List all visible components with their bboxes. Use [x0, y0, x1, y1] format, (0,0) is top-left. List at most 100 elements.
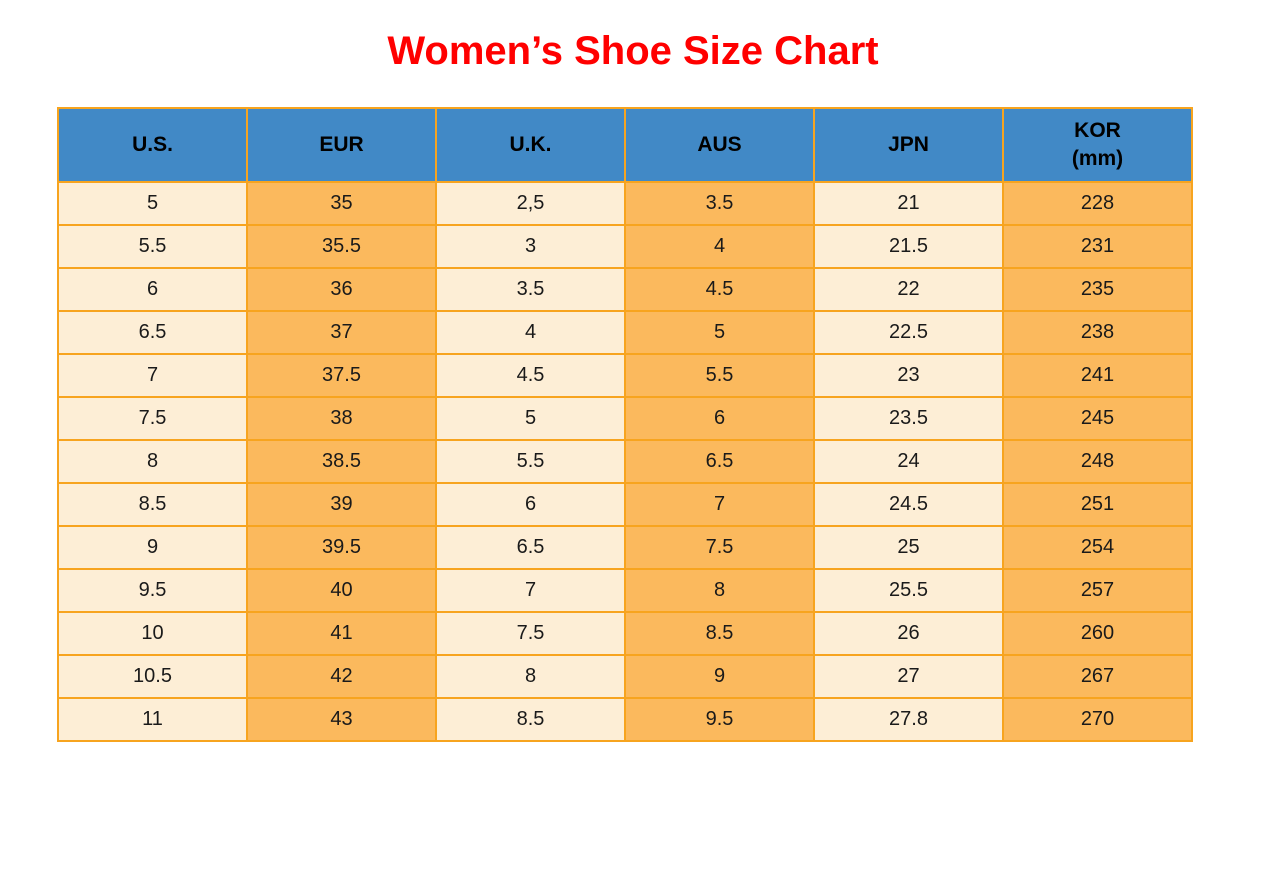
table-cell: 270: [1002, 697, 1193, 742]
table-row: 11 43 8.5 9.5 27.8 270: [57, 697, 1193, 742]
table-cell: 231: [1002, 224, 1193, 269]
table-cell: 8.5: [435, 697, 626, 742]
table-cell: 4: [435, 310, 626, 355]
table-cell: 21: [813, 181, 1004, 226]
table-cell: 41: [246, 611, 437, 656]
table-cell: 26: [813, 611, 1004, 656]
table-cell: 36: [246, 267, 437, 312]
table-cell: 8.5: [624, 611, 815, 656]
table-cell: 260: [1002, 611, 1193, 656]
table-row: 7 37.5 4.5 5.5 23 241: [57, 353, 1193, 398]
table-cell: 7: [57, 353, 248, 398]
table-cell: 254: [1002, 525, 1193, 570]
table-cell: 7: [435, 568, 626, 613]
table-cell: 38.5: [246, 439, 437, 484]
table-cell: 3: [435, 224, 626, 269]
table-cell: 40: [246, 568, 437, 613]
table-cell: 38: [246, 396, 437, 441]
table-cell: 27.8: [813, 697, 1004, 742]
table-cell: 10: [57, 611, 248, 656]
table-cell: 6: [57, 267, 248, 312]
table-cell: 23.5: [813, 396, 1004, 441]
table-row: 5 35 2,5 3.5 21 228: [57, 181, 1193, 226]
table-cell: 4.5: [624, 267, 815, 312]
table-cell: 6: [435, 482, 626, 527]
table-cell: 6: [624, 396, 815, 441]
column-header-uk: U.K.: [435, 107, 626, 183]
table-cell: 5.5: [57, 224, 248, 269]
table-cell: 39: [246, 482, 437, 527]
page: { "page": { "title": "Women’s Shoe Size …: [0, 28, 1266, 869]
table-cell: 2,5: [435, 181, 626, 226]
table-cell: 39.5: [246, 525, 437, 570]
table-cell: 5: [624, 310, 815, 355]
table-cell: 37.5: [246, 353, 437, 398]
table-cell: 9.5: [624, 697, 815, 742]
table-row: 10 41 7.5 8.5 26 260: [57, 611, 1193, 656]
table-row: 8 38.5 5.5 6.5 24 248: [57, 439, 1193, 484]
table-cell: 23: [813, 353, 1004, 398]
table-cell: 4.5: [435, 353, 626, 398]
table-cell: 8.5: [57, 482, 248, 527]
table-cell: 27: [813, 654, 1004, 699]
table-cell: 5.5: [435, 439, 626, 484]
table-body: 5 35 2,5 3.5 21 228 5.5 35.5 3 4 21.5 231 6 36 3.5 4.5 2…: [57, 181, 1193, 742]
table-cell: 228: [1002, 181, 1193, 226]
table-cell: 37: [246, 310, 437, 355]
table-cell: 8: [624, 568, 815, 613]
table-cell: 9.5: [57, 568, 248, 613]
table-cell: 257: [1002, 568, 1193, 613]
table-row: 9.5 40 7 8 25.5 257: [57, 568, 1193, 613]
page-title: Women’s Shoe Size Chart: [387, 29, 879, 73]
table-cell: 8: [57, 439, 248, 484]
table-cell: 35: [246, 181, 437, 226]
column-header-us: U.S.: [57, 107, 248, 183]
table-cell: 10.5: [57, 654, 248, 699]
column-header-aus: AUS: [624, 107, 815, 183]
table-cell: 6.5: [57, 310, 248, 355]
table-header: U.S. EUR U.K. AUS JPN KOR (mm): [57, 107, 1193, 183]
table-cell: 22.5: [813, 310, 1004, 355]
table-cell: 245: [1002, 396, 1193, 441]
table-cell: 25.5: [813, 568, 1004, 613]
table-cell: 5: [57, 181, 248, 226]
table-row: 5.5 35.5 3 4 21.5 231: [57, 224, 1193, 269]
table-cell: 43: [246, 697, 437, 742]
table-cell: 267: [1002, 654, 1193, 699]
table-cell: 3.5: [624, 181, 815, 226]
table-cell: 35.5: [246, 224, 437, 269]
table-cell: 24.5: [813, 482, 1004, 527]
table-cell: 241: [1002, 353, 1193, 398]
table-cell: 3.5: [435, 267, 626, 312]
column-header-eur: EUR: [246, 107, 437, 183]
table-cell: 8: [435, 654, 626, 699]
table-cell: 7: [624, 482, 815, 527]
table-cell: 7.5: [624, 525, 815, 570]
table-cell: 4: [624, 224, 815, 269]
table-cell: 6.5: [435, 525, 626, 570]
table-cell: 22: [813, 267, 1004, 312]
table-cell: 5.5: [624, 353, 815, 398]
table-row: 9 39.5 6.5 7.5 25 254: [57, 525, 1193, 570]
column-header-jpn: JPN: [813, 107, 1004, 183]
table-cell: 42: [246, 654, 437, 699]
shoe-size-chart-table: U.S. EUR U.K. AUS JPN KOR (mm) 5 35 2,5 3.5…: [57, 107, 1193, 742]
table-cell: 235: [1002, 267, 1193, 312]
table-cell: 238: [1002, 310, 1193, 355]
table-cell: 9: [57, 525, 248, 570]
table-cell: 5: [435, 396, 626, 441]
table-cell: 25: [813, 525, 1004, 570]
column-header-kor: KOR (mm): [1002, 107, 1193, 183]
table-cell: 248: [1002, 439, 1193, 484]
table-row: 6 36 3.5 4.5 22 235: [57, 267, 1193, 312]
table-row: 10.5 42 8 9 27 267: [57, 654, 1193, 699]
table-row: 8.5 39 6 7 24.5 251: [57, 482, 1193, 527]
table-row: 6.5 37 4 5 22.5 238: [57, 310, 1193, 355]
table-cell: 24: [813, 439, 1004, 484]
table-row: 7.5 38 5 6 23.5 245: [57, 396, 1193, 441]
table-cell: 7.5: [435, 611, 626, 656]
table-cell: 6.5: [624, 439, 815, 484]
header-row: U.S. EUR U.K. AUS JPN KOR (mm): [57, 107, 1193, 183]
table-cell: 251: [1002, 482, 1193, 527]
table-wrap: U.S. EUR U.K. AUS JPN KOR (mm) 5 35 2,5 3.5…: [57, 107, 1266, 742]
